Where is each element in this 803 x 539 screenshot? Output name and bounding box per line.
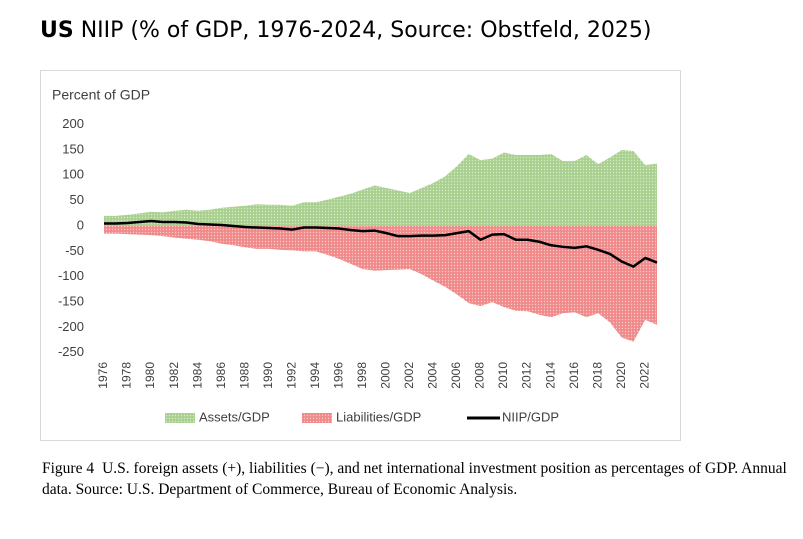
legend-label: Liabilities/GDP [336,409,421,424]
x-tick-label: 2000 [379,362,393,389]
x-tick-label: 1994 [308,362,322,389]
x-tick-label: 2016 [567,362,581,389]
y-tick-label: 100 [62,167,84,182]
y-tick-label: 200 [62,116,84,131]
title-text: NIIP (% of GDP, 1976-2024, Source: Obstf… [80,18,652,43]
legend-label: Assets/GDP [199,409,270,424]
x-tick-label: 2006 [449,362,463,389]
x-tick-label: 2008 [473,362,487,389]
y-tick-label: -150 [58,294,84,309]
caption: Figure 4 U.S. foreign assets (+), liabili… [42,458,792,500]
x-tick-label: 1988 [237,362,251,389]
x-tick-label: 2018 [590,362,604,389]
x-tick-label: 1984 [190,362,204,389]
line [104,219,658,268]
y-axis-label: Percent of GDP [52,87,150,103]
x-tick-label: 1980 [143,362,157,389]
x-tick-label: 1986 [214,362,228,389]
x-tick-label: 2004 [426,362,440,389]
y-tick-label: -200 [58,319,84,334]
y-tick-label: 50 [70,192,84,207]
title-prefix: US [40,18,74,43]
x-tick-label: 2010 [496,362,510,389]
y-tick-label: 0 [77,217,84,232]
x-tick-label: 1992 [284,362,298,389]
x-tick-label: 1990 [261,362,275,389]
y-tick-label: -100 [58,268,84,283]
x-tick-label: 2020 [614,362,628,389]
legend-swatch [165,413,195,423]
figure-label: Figure 4 [42,460,95,477]
x-tick-label: 2012 [520,362,534,389]
area [104,149,657,227]
legend-swatch [302,413,332,423]
x-tick-label: 1996 [331,362,345,389]
title: US NIIP (% of GDP, 1976-2024, Source: Ob… [40,18,651,43]
caption-text: U.S. foreign assets (+), liabilities (−)… [42,460,787,498]
y-tick-label: -250 [58,344,84,359]
x-tick-label: 1998 [355,362,369,389]
y-tick-label: 150 [62,141,84,156]
legend-label: NIIP/GDP [502,409,559,424]
x-tick-label: 2014 [543,362,557,389]
x-tick-label: 1978 [120,362,134,389]
x-tick-label: 2022 [637,362,651,389]
area [104,226,657,342]
x-tick-label: 1982 [167,362,181,389]
x-tick-label: 1976 [96,362,110,389]
x-tick-label: 2002 [402,362,416,389]
y-tick-label: -50 [65,243,84,258]
